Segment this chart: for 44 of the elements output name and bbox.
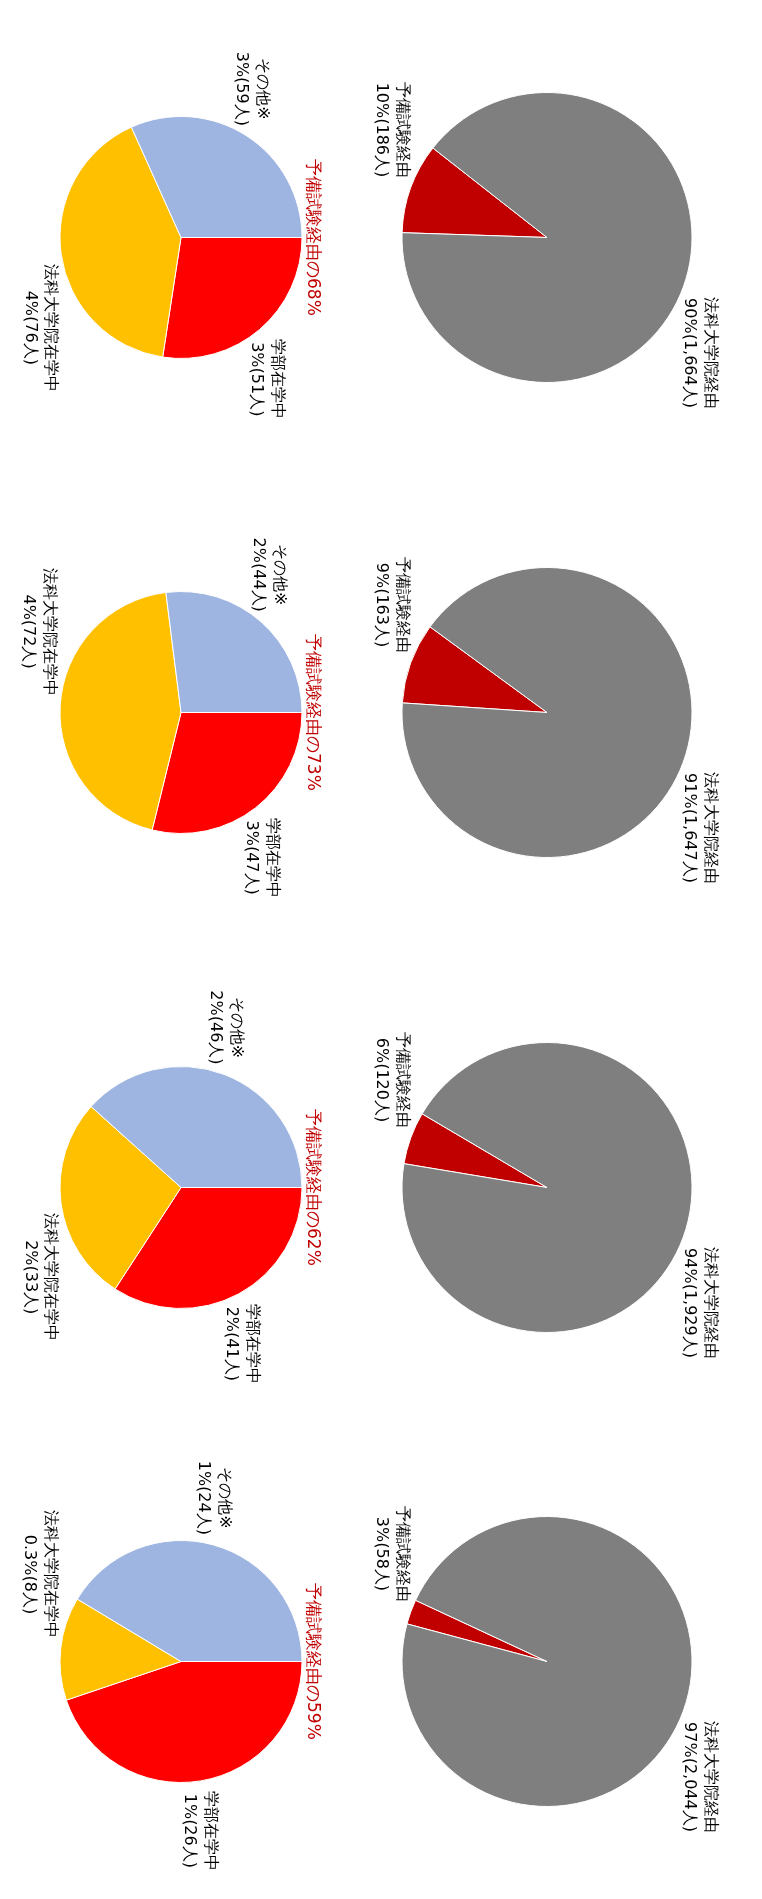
slice-label: 法科大学院経由 xyxy=(701,1246,721,1359)
slice-label: 法科大学院在学中 xyxy=(41,1510,61,1639)
data-label: 91%(1,647人) xyxy=(680,772,700,883)
data-label: 1%(26人) xyxy=(181,1793,201,1869)
text: 予備試験経由の59% xyxy=(304,1583,324,1741)
data-label: 4%(76人) xyxy=(21,290,41,365)
slice-label: 法科大学院経由 xyxy=(701,297,721,410)
slice-label: その他※ xyxy=(270,543,290,606)
slice-label: 法科大学院経由 xyxy=(701,1721,721,1834)
slice-label: 法科大学院経由 xyxy=(701,771,721,884)
data-label: 2%(33人) xyxy=(21,1239,41,1314)
text: 予備試験経由の62% xyxy=(304,1108,324,1266)
text: 予備試験経由の73% xyxy=(304,633,324,791)
slice-label: 学部在学中 xyxy=(264,817,284,898)
slice-label: 予備試験経由 xyxy=(394,81,414,178)
data-label: 97%(2,044人) xyxy=(680,1722,700,1833)
slice-label: 学部在学中 xyxy=(269,339,289,420)
data-label: 3%(51人) xyxy=(248,342,268,417)
data-label: 2%(46人) xyxy=(207,989,227,1065)
slice-label: その他※ xyxy=(253,58,273,120)
data-label: 1%(24人) xyxy=(194,1460,214,1536)
data-label: 3%(47人) xyxy=(243,820,263,895)
data-label: 94%(1,929人) xyxy=(680,1247,700,1358)
data-label: 3%(58人) xyxy=(373,1517,393,1592)
slice-label: その他※ xyxy=(215,1467,235,1529)
slice-label: 予備試験経由 xyxy=(394,556,414,653)
data-label: 3%(59人) xyxy=(232,51,252,126)
data-label: 0.3%(8人) xyxy=(21,1535,41,1615)
slice-label: 法科大学院在学中 xyxy=(42,263,62,392)
slice-label: 予備試験経由 xyxy=(394,1506,414,1603)
data-label: 2%(41人) xyxy=(223,1306,243,1381)
data-label: 2%(44人) xyxy=(249,537,269,612)
slice-label: 学部在学中 xyxy=(244,1303,264,1384)
text: 予備試験経由の68% xyxy=(304,159,324,316)
slice-label: 法科大学院在学中 xyxy=(41,567,61,696)
data-label: 10%(186人) xyxy=(373,82,393,178)
data-label: 6%(120人) xyxy=(373,1037,393,1122)
data-label: 4%(72人) xyxy=(20,594,40,669)
slice-label: 予備試験経由 xyxy=(394,1031,414,1128)
data-label: 90%(1,664人) xyxy=(680,298,700,408)
slice-label: 法科大学院在学中 xyxy=(42,1212,62,1341)
slice-label: その他※ xyxy=(227,996,247,1058)
data-label: 9%(163人) xyxy=(373,562,393,647)
slice-label: 学部在学中 xyxy=(202,1791,221,1872)
